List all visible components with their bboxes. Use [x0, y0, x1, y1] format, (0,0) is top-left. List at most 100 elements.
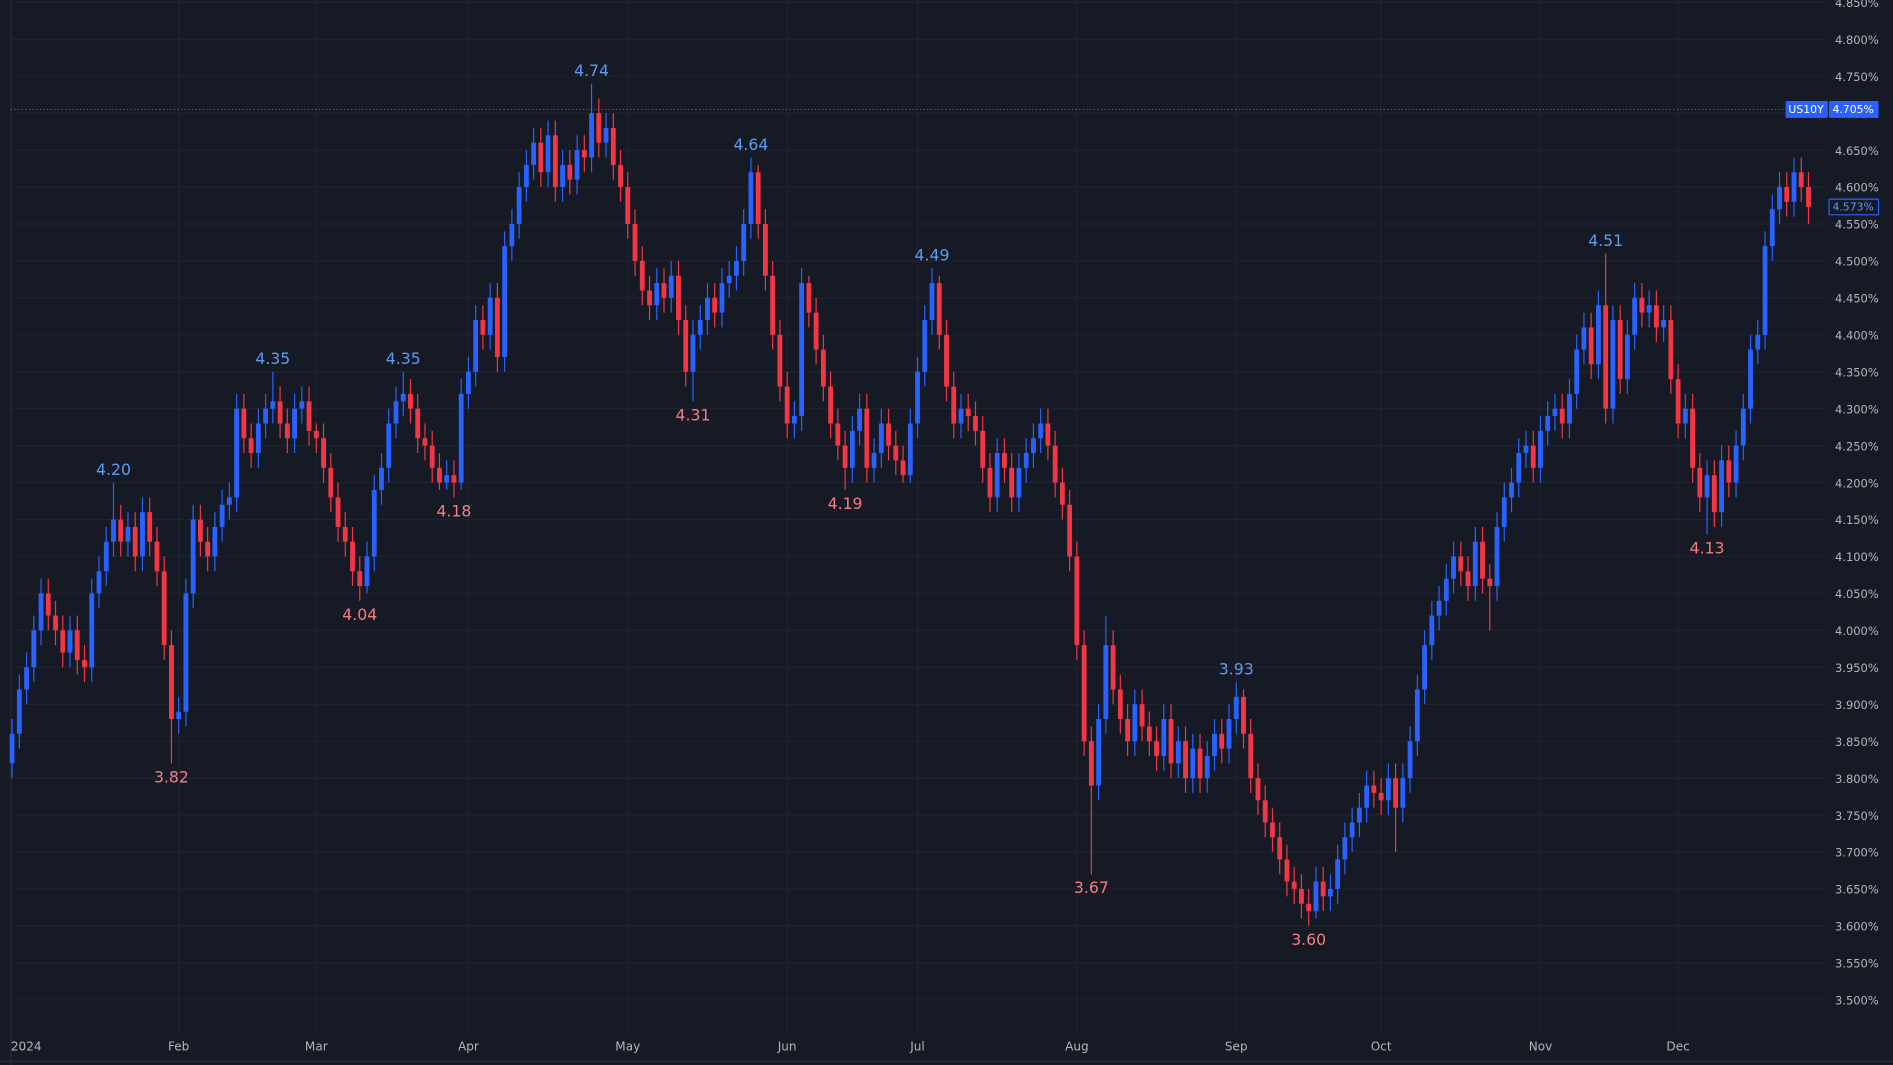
candle-body [1494, 526, 1500, 587]
candle-body [371, 489, 377, 557]
candle-body [154, 541, 160, 572]
candle-body [306, 401, 312, 431]
candle-body [762, 223, 768, 276]
candle-body [1472, 541, 1478, 587]
candle-body [277, 401, 283, 424]
plot: 4.20 3.82 4.35 4.04 4.35 4.18 4.74 4.31 4.64 4.19… [9, 61, 1826, 949]
candle-body [1117, 689, 1123, 720]
candle-body [893, 445, 899, 461]
candle-body [400, 393, 406, 402]
y-tick-label: 4.800% [1835, 33, 1879, 47]
candle-body [1139, 704, 1145, 727]
candle-body [364, 556, 370, 587]
candle-body [1798, 172, 1804, 188]
x-tick-label: Sep [1225, 1039, 1248, 1053]
candle-body [1806, 187, 1811, 207]
x-tick-label: 2024 [11, 1039, 42, 1053]
candle-body [1451, 556, 1456, 579]
candle-body [1320, 881, 1326, 897]
candle-body [284, 423, 290, 439]
candle-body [654, 283, 660, 306]
candle-body [581, 150, 587, 158]
candle-body [1299, 888, 1304, 904]
candle-body [1733, 445, 1739, 483]
candle-body [1110, 645, 1116, 690]
candle-body [1769, 209, 1775, 247]
x-tick-label: Nov [1529, 1039, 1553, 1053]
candle-body [509, 223, 515, 247]
candle-body [1233, 696, 1239, 720]
candle-body [45, 593, 51, 616]
candle-body [1668, 320, 1674, 380]
candle-body [1074, 556, 1080, 646]
candle-body [328, 467, 334, 498]
candle-body [67, 630, 73, 653]
candle-body [1016, 467, 1022, 498]
candle-body [849, 430, 855, 468]
candle-body [1523, 445, 1529, 454]
candle-body [741, 223, 747, 261]
candle-body [1371, 785, 1377, 793]
candle-body [784, 386, 790, 424]
candle-body [886, 423, 891, 446]
candle-body [1327, 888, 1333, 897]
candle-body [111, 519, 116, 542]
extreme-label: 3.82 [154, 767, 189, 786]
y-tick-label: 3.750% [1835, 809, 1879, 823]
candle-body [350, 541, 355, 572]
candle-body [1748, 349, 1753, 409]
candle-body [1168, 719, 1174, 764]
y-tick-label: 3.950% [1835, 661, 1879, 675]
candle-body [676, 275, 681, 321]
candle-body [1653, 305, 1659, 328]
candle-body [125, 526, 131, 542]
extreme-label: 4.04 [342, 605, 377, 624]
candle-body [1632, 297, 1638, 335]
y-tick-label: 4.750% [1835, 70, 1879, 84]
candle-body [183, 593, 189, 712]
close-label: 4.573% [1832, 201, 1873, 214]
candle-body [313, 430, 319, 439]
candle-body [661, 283, 667, 298]
candle-body [270, 401, 276, 409]
candle-body [1704, 475, 1710, 498]
candle-body [864, 408, 870, 468]
candle-body [1364, 785, 1370, 808]
x-tick-label: Dec [1666, 1039, 1689, 1053]
candle-body [1675, 379, 1681, 424]
y-tick-label: 4.450% [1835, 292, 1879, 306]
candle-body [321, 438, 326, 468]
candle-body [799, 283, 805, 417]
candle-body [1596, 305, 1601, 365]
candle-body [1125, 719, 1131, 742]
candle-body [813, 312, 819, 350]
y-tick-label: 4.050% [1835, 587, 1879, 601]
y-tick-label: 4.000% [1835, 624, 1879, 638]
candle-body [1161, 719, 1167, 756]
candle-body [1226, 719, 1232, 749]
candle-body [299, 401, 305, 409]
close-badge [1828, 198, 1880, 216]
candle-body [451, 475, 457, 483]
candle-body [625, 187, 631, 224]
candle-body [16, 689, 22, 734]
candle-body [589, 113, 594, 158]
candle-body [494, 297, 500, 357]
candle-body [1610, 320, 1616, 409]
candle-body [234, 408, 240, 498]
y-tick-label: 3.850% [1835, 735, 1879, 749]
candle-body [987, 467, 993, 498]
candle-body [1212, 733, 1217, 756]
candle-body [871, 453, 877, 468]
y-tick-label: 4.300% [1835, 402, 1879, 416]
candle-body [1081, 645, 1087, 742]
candle-body [965, 408, 971, 417]
candle-body [292, 408, 297, 439]
candle-body [1755, 334, 1761, 350]
candle-body [951, 386, 957, 424]
candle-body [480, 320, 486, 335]
candle-body [531, 142, 537, 165]
candle-body [1617, 320, 1623, 380]
